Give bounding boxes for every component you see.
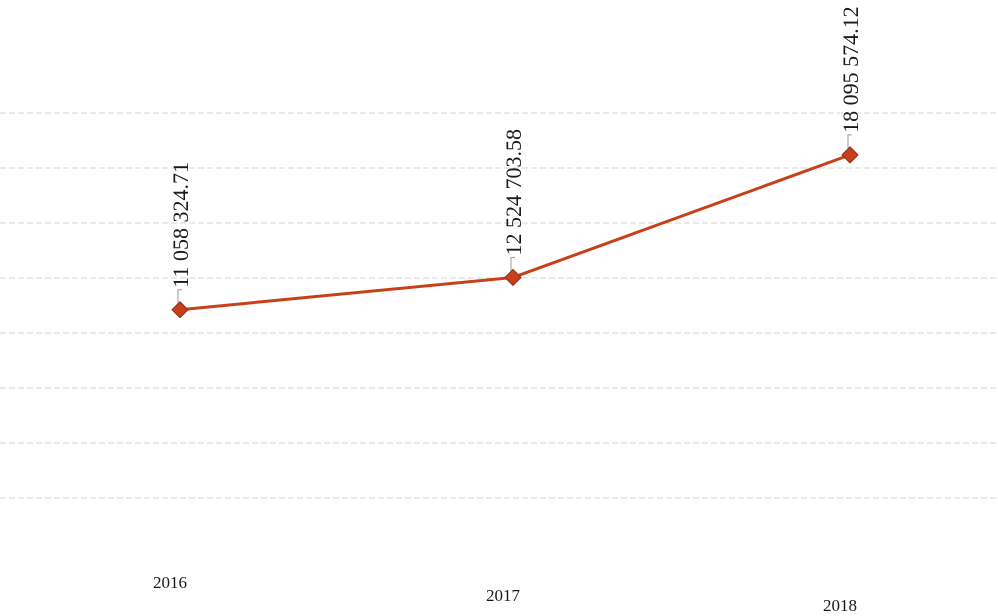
- data-point-markers: [171, 146, 859, 319]
- data-label-leader-2016: [177, 289, 182, 304]
- x-tick-label-2017: 2017: [486, 586, 521, 605]
- x-axis-tick-labels: 2016 2017 2018: [153, 573, 857, 615]
- x-tick-label-2018: 2018: [823, 596, 857, 615]
- y-gridlines: [0, 112, 998, 499]
- data-label-2017: 12 524 703.58: [501, 129, 526, 256]
- data-label-2016: 11 058 324.71: [168, 162, 193, 288]
- data-label-leaders: [177, 134, 852, 304]
- data-point-2017: [504, 268, 522, 287]
- data-labels: 11 058 324.71 12 524 703.58 18 095 574.12: [168, 6, 863, 287]
- data-label-leader-2018: [847, 134, 852, 149]
- x-tick-label-2016: 2016: [153, 573, 187, 592]
- data-point-2018: [841, 146, 859, 164]
- data-label-leader-2017: [510, 256, 515, 272]
- data-point-2016: [171, 301, 189, 319]
- data-label-2018: 18 095 574.12: [838, 6, 863, 133]
